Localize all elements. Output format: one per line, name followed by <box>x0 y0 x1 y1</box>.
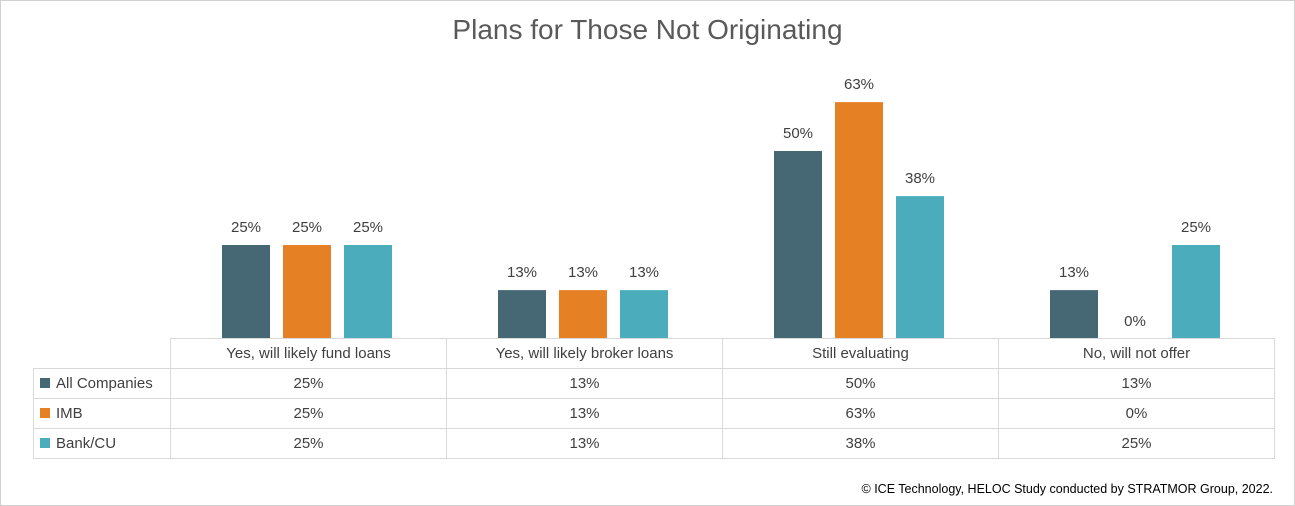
data-label: 38% <box>905 170 935 187</box>
bar <box>835 102 883 340</box>
category-header: Yes, will likely fund loans <box>170 338 447 369</box>
data-label: 25% <box>292 219 322 236</box>
bar <box>344 245 392 339</box>
table-row: Bank/CU 25% 13% 38% 25% <box>33 428 1275 459</box>
table-cell: 63% <box>722 398 999 429</box>
legend-swatch <box>40 378 50 388</box>
data-label: 63% <box>844 76 874 93</box>
table-row: IMB 25% 13% 63% 0% <box>33 398 1275 429</box>
data-label: 25% <box>1181 219 1211 236</box>
bar <box>222 245 270 339</box>
legend-swatch <box>40 438 50 448</box>
data-label: 50% <box>783 125 813 142</box>
category-header: No, will not offer <box>998 338 1275 369</box>
table-cell: 25% <box>170 368 447 399</box>
data-label: 25% <box>353 219 383 236</box>
table-cell: 25% <box>998 428 1275 459</box>
bar <box>620 290 668 339</box>
data-label: 13% <box>629 264 659 281</box>
bar <box>896 196 944 339</box>
category-header: Yes, will likely broker loans <box>446 338 723 369</box>
table-cell: 25% <box>170 398 447 429</box>
table-row: All Companies 25% 13% 50% 13% <box>33 368 1275 399</box>
data-label: 0% <box>1124 313 1146 330</box>
series-row-header: IMB <box>33 398 171 429</box>
table-cell: 50% <box>722 368 999 399</box>
series-row-header: Bank/CU <box>33 428 171 459</box>
data-table: Yes, will likely fund loans Yes, will li… <box>33 338 1275 459</box>
data-label: 13% <box>568 264 598 281</box>
table-cell: 38% <box>722 428 999 459</box>
table-cell: 0% <box>998 398 1275 429</box>
data-label: 25% <box>231 219 261 236</box>
table-cell: 13% <box>446 368 723 399</box>
bar <box>774 151 822 339</box>
data-label: 13% <box>507 264 537 281</box>
data-label: 13% <box>1059 264 1089 281</box>
table-cell: 13% <box>446 398 723 429</box>
table-corner <box>33 338 171 369</box>
source-footnote: © ICE Technology, HELOC Study conducted … <box>861 482 1273 496</box>
bar <box>559 290 607 339</box>
legend-swatch <box>40 408 50 418</box>
table-cell: 13% <box>446 428 723 459</box>
bar <box>1172 245 1220 339</box>
table-cell: 25% <box>170 428 447 459</box>
series-name: Bank/CU <box>56 435 117 452</box>
table-cell: 13% <box>998 368 1275 399</box>
chart-title: Plans for Those Not Originating <box>452 14 843 45</box>
bar <box>1050 290 1098 339</box>
series-name: All Companies <box>56 375 153 392</box>
series-name: IMB <box>56 405 83 422</box>
bar <box>498 290 546 339</box>
bar <box>283 245 331 339</box>
category-header: Still evaluating <box>722 338 999 369</box>
series-row-header: All Companies <box>33 368 171 399</box>
table-header-row: Yes, will likely fund loans Yes, will li… <box>33 338 1275 369</box>
